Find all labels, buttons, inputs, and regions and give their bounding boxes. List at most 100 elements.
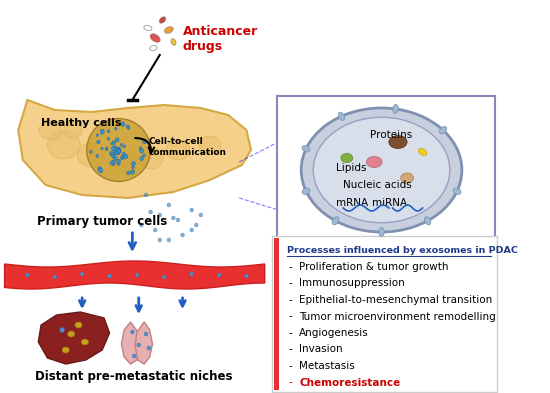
- Ellipse shape: [68, 331, 75, 337]
- Text: -: -: [288, 312, 292, 321]
- Ellipse shape: [118, 151, 120, 154]
- Ellipse shape: [100, 130, 104, 134]
- Ellipse shape: [135, 273, 139, 277]
- Text: -: -: [288, 345, 292, 354]
- Ellipse shape: [64, 122, 82, 138]
- Text: -: -: [288, 262, 292, 272]
- Ellipse shape: [132, 166, 134, 169]
- Ellipse shape: [110, 161, 114, 165]
- Ellipse shape: [176, 218, 180, 222]
- Ellipse shape: [25, 273, 29, 277]
- Ellipse shape: [130, 330, 134, 334]
- Ellipse shape: [114, 146, 117, 149]
- Ellipse shape: [101, 129, 104, 133]
- Text: Immunosuppression: Immunosuppression: [299, 279, 405, 288]
- Polygon shape: [4, 261, 265, 289]
- Ellipse shape: [147, 346, 151, 350]
- Text: Distant pre-metastatic niches: Distant pre-metastatic niches: [35, 370, 232, 383]
- Ellipse shape: [338, 112, 344, 121]
- Ellipse shape: [118, 149, 121, 152]
- Ellipse shape: [341, 154, 353, 162]
- Ellipse shape: [167, 203, 170, 207]
- Text: mRNA: mRNA: [336, 198, 368, 208]
- Text: Epithelial-to-mesenchymal transition: Epithelial-to-mesenchymal transition: [299, 295, 493, 305]
- Ellipse shape: [117, 162, 120, 165]
- Ellipse shape: [190, 208, 194, 212]
- Ellipse shape: [142, 139, 147, 144]
- Ellipse shape: [87, 119, 151, 182]
- Ellipse shape: [389, 136, 407, 149]
- Text: -: -: [288, 328, 292, 338]
- Ellipse shape: [126, 125, 129, 128]
- Text: Tumor microenvironment remodelling: Tumor microenvironment remodelling: [299, 312, 496, 321]
- Ellipse shape: [439, 127, 447, 134]
- Ellipse shape: [425, 217, 431, 225]
- Ellipse shape: [98, 168, 103, 173]
- Ellipse shape: [118, 149, 120, 153]
- Ellipse shape: [133, 354, 136, 358]
- Ellipse shape: [123, 145, 125, 148]
- Ellipse shape: [111, 161, 115, 165]
- Text: Healthy cells: Healthy cells: [41, 118, 122, 128]
- Text: Lipids: Lipids: [336, 163, 366, 173]
- Ellipse shape: [116, 151, 120, 155]
- Ellipse shape: [144, 193, 148, 197]
- Ellipse shape: [217, 273, 221, 277]
- Ellipse shape: [144, 332, 148, 336]
- Ellipse shape: [96, 154, 98, 158]
- Ellipse shape: [117, 159, 120, 163]
- Ellipse shape: [150, 34, 160, 42]
- Ellipse shape: [62, 347, 69, 353]
- Ellipse shape: [153, 228, 157, 232]
- Ellipse shape: [107, 130, 110, 133]
- Text: Processes influenced by exosomes in PDAC: Processes influenced by exosomes in PDAC: [287, 246, 518, 255]
- Ellipse shape: [114, 150, 119, 155]
- Ellipse shape: [190, 272, 194, 276]
- Ellipse shape: [138, 147, 163, 169]
- Ellipse shape: [39, 120, 61, 140]
- Ellipse shape: [117, 149, 120, 153]
- Ellipse shape: [301, 108, 462, 232]
- Ellipse shape: [111, 152, 115, 157]
- Ellipse shape: [98, 167, 102, 171]
- Ellipse shape: [114, 127, 117, 130]
- Text: Metastasis: Metastasis: [299, 361, 355, 371]
- Text: -: -: [288, 279, 292, 288]
- Ellipse shape: [112, 154, 115, 158]
- Ellipse shape: [162, 275, 166, 279]
- Ellipse shape: [393, 105, 398, 114]
- Ellipse shape: [302, 188, 310, 195]
- Ellipse shape: [140, 149, 144, 153]
- Polygon shape: [18, 100, 251, 198]
- Ellipse shape: [139, 147, 142, 150]
- FancyBboxPatch shape: [272, 236, 497, 392]
- Ellipse shape: [81, 339, 89, 345]
- Text: Primary tumor cells: Primary tumor cells: [36, 215, 167, 228]
- Ellipse shape: [453, 188, 461, 195]
- Ellipse shape: [314, 117, 450, 223]
- Ellipse shape: [332, 217, 339, 225]
- Text: -: -: [288, 295, 292, 305]
- Ellipse shape: [181, 233, 184, 237]
- Ellipse shape: [60, 327, 64, 332]
- Ellipse shape: [120, 143, 123, 146]
- Text: Nucleic acids: Nucleic acids: [343, 180, 411, 190]
- Ellipse shape: [80, 272, 84, 276]
- Polygon shape: [39, 312, 109, 364]
- Ellipse shape: [137, 343, 141, 347]
- Ellipse shape: [379, 228, 384, 237]
- Ellipse shape: [96, 134, 98, 136]
- Ellipse shape: [194, 223, 198, 227]
- Ellipse shape: [111, 142, 113, 145]
- Ellipse shape: [120, 156, 124, 160]
- Ellipse shape: [116, 147, 121, 152]
- Ellipse shape: [419, 149, 427, 156]
- Ellipse shape: [106, 147, 108, 150]
- Ellipse shape: [116, 138, 119, 142]
- Ellipse shape: [112, 146, 116, 151]
- Text: Anticancer
drugs: Anticancer drugs: [183, 25, 258, 53]
- Ellipse shape: [53, 275, 57, 279]
- Text: Angiogenesis: Angiogenesis: [299, 328, 369, 338]
- Ellipse shape: [114, 149, 117, 153]
- Ellipse shape: [97, 140, 100, 144]
